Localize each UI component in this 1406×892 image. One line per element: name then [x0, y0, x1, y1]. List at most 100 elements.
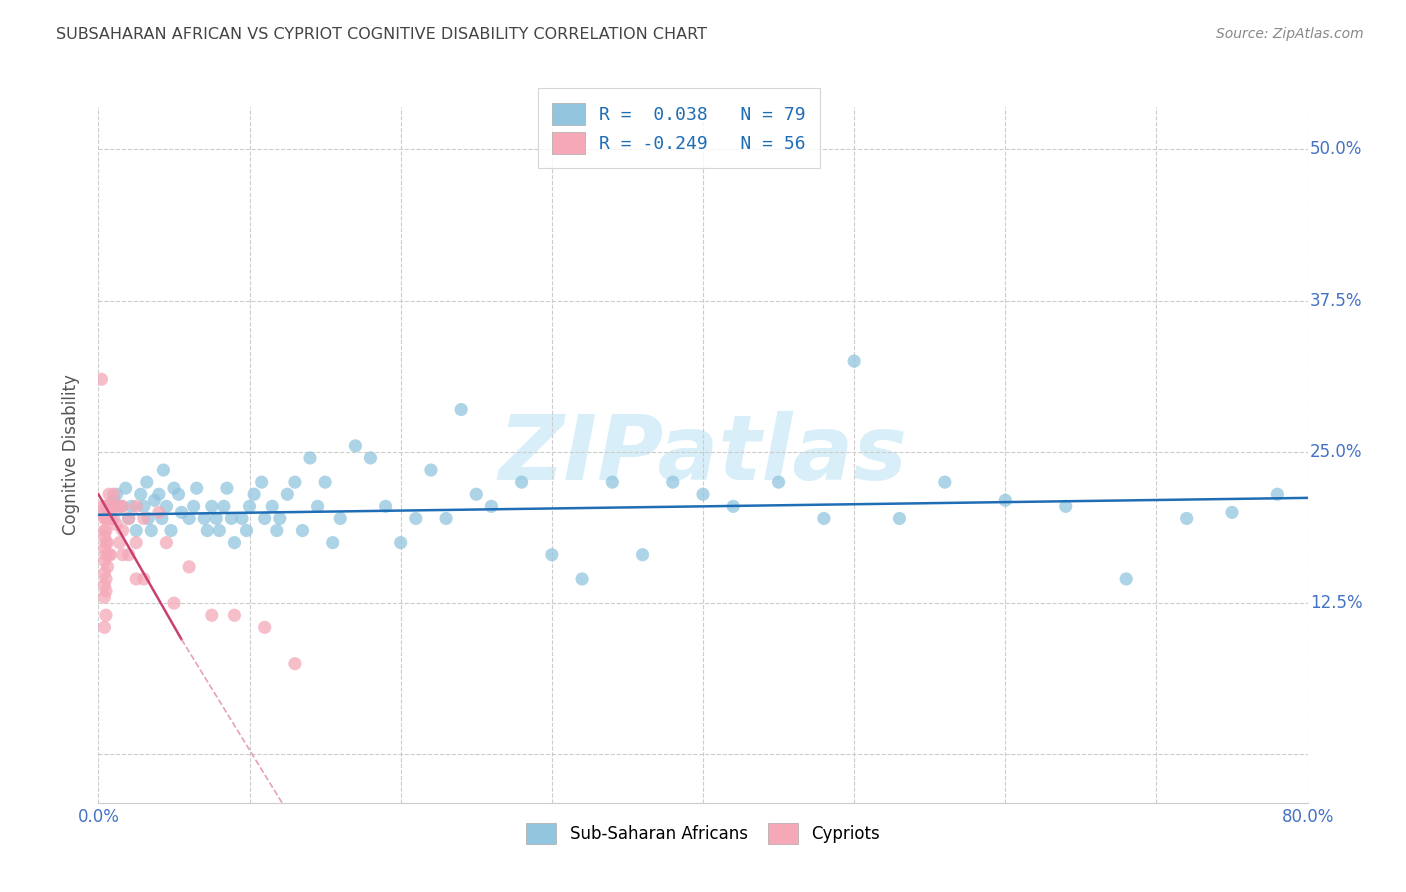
Text: 37.5%: 37.5%: [1310, 292, 1362, 310]
Text: ZIPatlas: ZIPatlas: [499, 411, 907, 499]
Point: [108, 535, 131, 549]
Point: [100, 511, 122, 525]
Point: [266, 524, 288, 538]
Point: [179, 559, 201, 574]
Point: [405, 511, 427, 525]
Point: [250, 475, 273, 490]
Point: [692, 487, 714, 501]
Point: [93, 620, 115, 634]
Point: [96, 559, 118, 574]
Point: [98, 500, 121, 514]
Point: [105, 500, 128, 514]
Point: [148, 505, 170, 519]
Point: [208, 524, 231, 538]
Point: [94, 608, 117, 623]
Point: [105, 517, 128, 532]
Point: [103, 493, 125, 508]
Point: [103, 487, 125, 501]
Point: [125, 500, 148, 514]
Point: [152, 463, 174, 477]
Point: [93, 590, 115, 604]
Point: [93, 530, 115, 544]
Point: [661, 475, 683, 490]
Point: [212, 500, 235, 514]
Point: [118, 548, 141, 562]
Point: [98, 548, 121, 562]
Point: [253, 511, 276, 525]
Point: [291, 524, 314, 538]
Point: [132, 511, 155, 525]
Text: 12.5%: 12.5%: [1310, 594, 1362, 612]
Point: [224, 608, 246, 623]
Point: [100, 500, 122, 514]
Point: [155, 535, 177, 549]
Point: [93, 511, 115, 525]
Point: [284, 657, 307, 671]
Point: [91, 500, 114, 514]
Point: [136, 511, 159, 525]
Point: [150, 511, 173, 525]
Point: [170, 505, 193, 519]
Point: [322, 535, 344, 549]
Point: [111, 524, 134, 538]
Point: [253, 620, 276, 634]
Point: [94, 548, 117, 562]
Point: [186, 481, 208, 495]
Point: [111, 500, 134, 514]
Point: [167, 487, 190, 501]
Point: [96, 511, 118, 525]
Text: 50.0%: 50.0%: [1310, 140, 1362, 159]
Point: [125, 524, 148, 538]
Point: [934, 475, 956, 490]
Point: [768, 475, 790, 490]
Point: [631, 548, 654, 562]
Point: [93, 554, 115, 568]
Point: [299, 450, 322, 465]
Point: [93, 566, 115, 580]
Point: [314, 475, 336, 490]
Point: [243, 487, 266, 501]
Point: [163, 596, 186, 610]
Point: [1267, 487, 1289, 501]
Point: [239, 500, 262, 514]
Point: [125, 572, 148, 586]
Point: [205, 511, 228, 525]
Point: [540, 548, 562, 562]
Point: [276, 487, 298, 501]
Point: [141, 524, 163, 538]
Point: [94, 572, 117, 586]
Point: [360, 450, 382, 465]
Point: [94, 535, 117, 549]
Point: [193, 511, 215, 525]
Point: [221, 511, 243, 525]
Point: [155, 500, 177, 514]
Point: [571, 572, 593, 586]
Point: [93, 541, 115, 556]
Point: [510, 475, 533, 490]
Point: [121, 500, 143, 514]
Point: [844, 354, 866, 368]
Point: [160, 524, 183, 538]
Point: [201, 500, 224, 514]
Point: [100, 548, 122, 562]
Point: [94, 500, 117, 514]
Text: SUBSAHARAN AFRICAN VS CYPRIOT COGNITIVE DISABILITY CORRELATION CHART: SUBSAHARAN AFRICAN VS CYPRIOT COGNITIVE …: [56, 27, 707, 42]
Point: [93, 578, 115, 592]
Point: [183, 500, 205, 514]
Point: [93, 524, 115, 538]
Point: [231, 511, 253, 525]
Point: [98, 487, 121, 501]
Text: 25.0%: 25.0%: [1310, 443, 1362, 461]
Point: [94, 511, 117, 525]
Text: Source: ZipAtlas.com: Source: ZipAtlas.com: [1216, 27, 1364, 41]
Point: [129, 487, 152, 501]
Point: [434, 511, 457, 525]
Point: [269, 511, 291, 525]
Point: [1115, 572, 1137, 586]
Point: [374, 500, 396, 514]
Point: [450, 402, 472, 417]
Point: [1175, 511, 1198, 525]
Legend: Sub-Saharan Africans, Cypriots: Sub-Saharan Africans, Cypriots: [513, 810, 893, 857]
Point: [118, 511, 141, 525]
Point: [94, 524, 117, 538]
